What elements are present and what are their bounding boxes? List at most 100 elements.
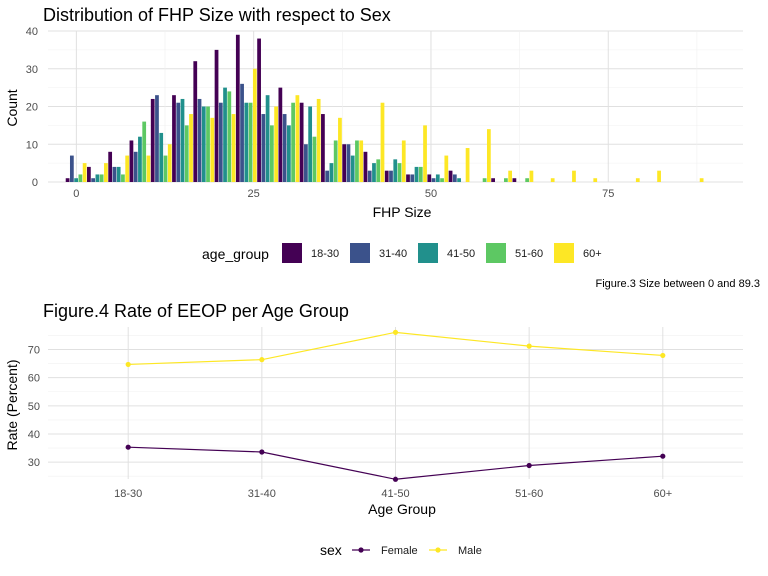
chart2-legend-title: sex bbox=[320, 542, 342, 558]
chart1-bar bbox=[193, 61, 198, 183]
chart1-bar bbox=[384, 170, 389, 182]
chart2-data-point bbox=[526, 343, 532, 349]
chart1-bar bbox=[448, 170, 453, 182]
chart2-data-point bbox=[526, 462, 532, 469]
chart1-bar bbox=[482, 178, 487, 182]
chart1-bar bbox=[172, 95, 176, 182]
chart1-caption: Figure.3 Size between 0 and 89.3 bbox=[595, 278, 760, 290]
chart1-x-axis-title: FHP Size bbox=[373, 204, 432, 220]
chart1-bar bbox=[231, 114, 236, 182]
chart1-bar bbox=[291, 102, 296, 182]
chart1-bar bbox=[116, 166, 121, 182]
chart1-bar bbox=[304, 144, 308, 182]
chart1-bar bbox=[286, 125, 291, 182]
chart2-y-tick-label: 30 bbox=[28, 457, 40, 469]
chart1-bar bbox=[657, 170, 661, 182]
chart1-bar bbox=[261, 114, 266, 182]
line-chart: Figure.4 Rate of EEOP per Age Group 18-3… bbox=[4, 301, 743, 558]
chart1-bar bbox=[69, 155, 74, 182]
chart1-bar bbox=[295, 95, 300, 182]
chart1-bars bbox=[65, 34, 704, 183]
chart2-x-tick-label: 31-40 bbox=[248, 488, 276, 500]
chart1-bar bbox=[146, 155, 151, 182]
chart2-x-tick-label: 18-30 bbox=[114, 488, 142, 500]
chart1-bar bbox=[282, 114, 287, 182]
chart2-legend-label: Female bbox=[381, 545, 418, 557]
chart1-bar bbox=[214, 49, 219, 182]
chart1-bar bbox=[346, 144, 351, 182]
chart1-y-tick-label: 20 bbox=[26, 102, 38, 114]
chart1-bar bbox=[112, 166, 117, 182]
chart1-bar bbox=[125, 155, 130, 182]
chart2-data-point bbox=[660, 453, 666, 459]
chart1-bar bbox=[312, 136, 317, 182]
chart1-bar bbox=[104, 163, 108, 182]
chart2-y-axis-title: Rate (Percent) bbox=[4, 359, 20, 450]
chart1-bar bbox=[274, 106, 278, 182]
chart1-bar bbox=[121, 174, 125, 182]
chart1-bar bbox=[389, 170, 393, 182]
chart1-bar bbox=[176, 102, 181, 182]
chart1-bar bbox=[504, 178, 508, 182]
chart2-x-axis-title: Age Group bbox=[368, 501, 436, 517]
chart2-data-point bbox=[392, 476, 399, 482]
chart1-bar bbox=[133, 151, 138, 182]
chart2-x-ticks: 18-30 31-40 41-50 51-60 60+ bbox=[114, 488, 672, 500]
chart1-bar bbox=[452, 174, 457, 182]
chart2-legend-key-point bbox=[435, 547, 441, 553]
chart1-bar bbox=[329, 163, 334, 182]
chart2-data-point bbox=[125, 444, 131, 450]
chart1-bar bbox=[444, 155, 449, 182]
chart1-bar bbox=[248, 102, 253, 182]
chart1-y-tick-label: 30 bbox=[26, 64, 38, 76]
chart1-bar bbox=[342, 144, 347, 182]
chart1-legend-swatch bbox=[282, 243, 302, 263]
chart1-y-tick-label: 40 bbox=[26, 26, 38, 38]
chart1-bar bbox=[244, 102, 249, 182]
chart1-bar bbox=[593, 178, 598, 182]
chart1-bar bbox=[108, 151, 113, 182]
chart1-bar bbox=[525, 178, 530, 182]
chart1-x-tick-label: 50 bbox=[425, 188, 437, 200]
chart1-bar bbox=[65, 178, 70, 182]
chart1-bar bbox=[269, 125, 274, 182]
chart1-legend-swatch bbox=[418, 243, 438, 263]
chart1-bar bbox=[278, 87, 283, 182]
chart1-bar bbox=[529, 170, 534, 182]
chart1-bar bbox=[423, 125, 427, 182]
chart1-bar bbox=[440, 178, 444, 182]
chart1-bar bbox=[218, 102, 223, 182]
chart1-legend: age_group 18-30 31-40 41-50 51-60 60+ bbox=[202, 243, 602, 263]
chart1-bar bbox=[359, 140, 364, 182]
chart1-bar bbox=[240, 83, 244, 182]
chart1-bar bbox=[308, 106, 313, 182]
chart1-bar bbox=[257, 38, 261, 182]
chart1-bar bbox=[150, 98, 155, 182]
chart2-data-point bbox=[660, 352, 666, 359]
chart2-y-tick-label: 40 bbox=[28, 429, 40, 441]
chart1-bar bbox=[397, 163, 402, 182]
chart2-x-tick-label: 41-50 bbox=[381, 488, 409, 500]
chart1-legend-label: 51-60 bbox=[515, 248, 543, 260]
chart1-bar bbox=[299, 102, 304, 182]
chart1-bar bbox=[235, 34, 240, 183]
chart1-bar bbox=[550, 178, 555, 182]
chart2-y-tick-label: 70 bbox=[28, 345, 40, 357]
chart1-bar bbox=[338, 117, 342, 182]
chart1-bar bbox=[367, 170, 372, 182]
chart1-bar bbox=[486, 129, 491, 182]
chart1-bar bbox=[401, 140, 406, 182]
chart1-x-ticks: 0 25 50 75 bbox=[73, 188, 614, 200]
chart2-data-point bbox=[392, 329, 399, 335]
chart2-y-tick-label: 60 bbox=[28, 373, 40, 385]
chart1-bar bbox=[393, 159, 398, 182]
chart2-x-tick-label: 51-60 bbox=[515, 488, 543, 500]
chart1-bar bbox=[355, 140, 359, 182]
chart1-legend-label: 60+ bbox=[583, 248, 602, 260]
chart1-bar bbox=[465, 148, 470, 182]
chart2-legend-items: Female Male bbox=[352, 545, 482, 557]
chart1-bar bbox=[201, 106, 206, 182]
chart2-gridlines bbox=[48, 327, 743, 479]
chart1-bar bbox=[91, 178, 96, 182]
